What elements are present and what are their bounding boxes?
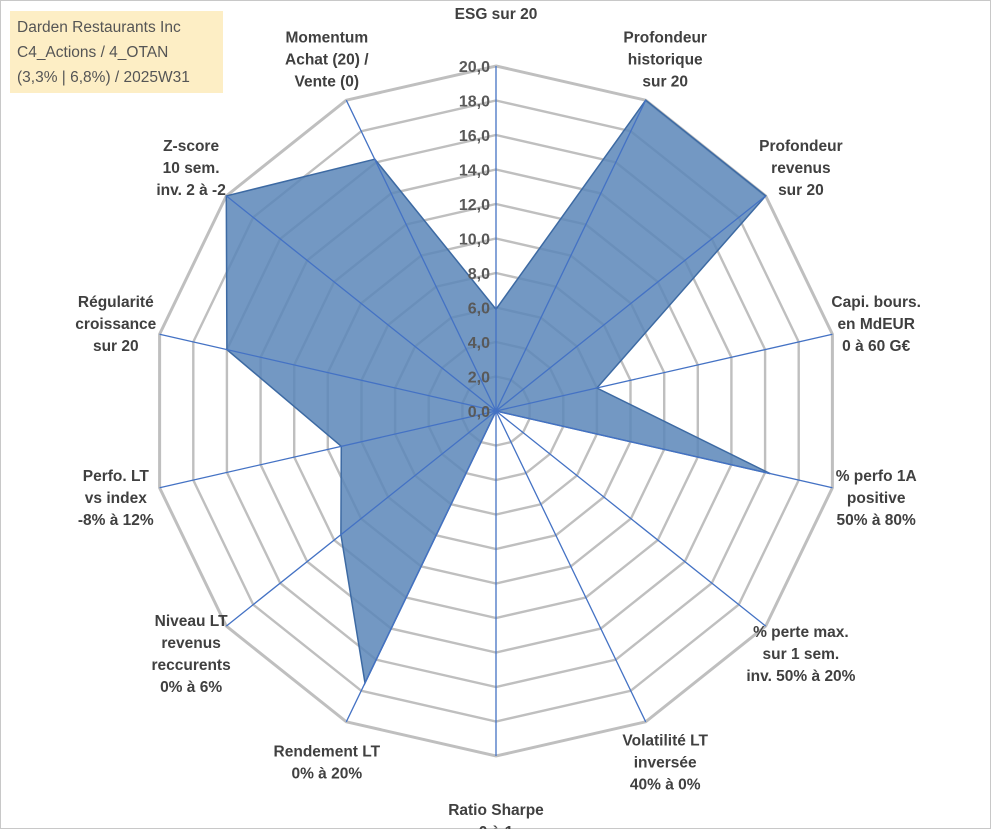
spoke-11 xyxy=(159,333,497,412)
axis-label-10-line-0: Perfo. LT xyxy=(83,468,150,485)
series-area xyxy=(225,99,771,686)
spoke-12 xyxy=(225,195,497,412)
axis-label-12: Z-score 10 sem. inv. 2 à -2 xyxy=(156,138,226,199)
axis-label-9-line-2: reccurents xyxy=(151,657,230,674)
axis-label-12-line-0: Z-score xyxy=(163,138,219,155)
axis-label-3-line-1: en MdEUR xyxy=(837,316,915,333)
axis-label-2: Profondeur revenus sur 20 xyxy=(759,138,843,199)
axis-label-0-line-0: Note xyxy=(479,0,514,1)
axis-label-3-line-0: Capi. bours. xyxy=(831,294,921,311)
axis-label-9: Niveau LT revenus reccurents 0% à 6% xyxy=(151,613,230,696)
axis-label-11: Régularité croissance sur 20 xyxy=(75,294,156,355)
spoke-9 xyxy=(225,410,497,627)
axis-label-10-line-1: vs index xyxy=(85,490,147,507)
chart-title-line-3: (3,3% | 6,8%) / 2025W31 xyxy=(17,69,190,86)
axis-label-5-line-1: sur 1 sem. xyxy=(763,646,840,663)
tick-label-7: 14,0 xyxy=(459,163,490,180)
axis-label-2-line-1: revenus xyxy=(771,160,830,177)
axis-label-6: Volatilité LT inversée 40% à 0% xyxy=(622,732,708,793)
axis-label-2-line-0: Profondeur xyxy=(759,138,843,155)
axis-label-12-line-1: 10 sem. xyxy=(163,160,220,177)
axis-label-3-line-2: 0 à 60 G€ xyxy=(842,338,910,355)
spoke-5 xyxy=(495,410,767,627)
axis-label-8-line-0: Rendement LT xyxy=(274,743,381,760)
axis-label-4: % perfo 1A positive 50% à 80% xyxy=(836,468,917,529)
axis-label-9-line-0: Niveau LT xyxy=(155,613,228,630)
axis-label-5-line-2: inv. 50% à 20% xyxy=(746,668,855,685)
axis-label-6-line-0: Volatilité LT xyxy=(622,732,708,749)
spoke-13 xyxy=(345,99,497,412)
axis-label-1-line-1: historique xyxy=(628,52,703,69)
radar-ticks: 0,0 2,0 4,0 6,0 8,0 10,0 12,0 14,0 16,0 18,0 20,0 xyxy=(459,59,490,421)
axis-label-1-line-0: Profondeur xyxy=(623,30,707,47)
spoke-1 xyxy=(495,99,647,412)
tick-label-0: 0,0 xyxy=(468,404,490,421)
tick-label-1: 2,0 xyxy=(468,370,490,387)
spoke-2 xyxy=(495,195,767,412)
spoke-8 xyxy=(345,410,497,723)
axis-label-9-line-3: 0% à 6% xyxy=(160,679,222,696)
axis-label-1-line-2: sur 20 xyxy=(642,74,688,91)
chart-title-line-1: Darden Restaurants Inc xyxy=(17,19,181,36)
axis-label-4-line-2: 50% à 80% xyxy=(837,512,916,529)
chart-title-box: Darden Restaurants Inc C4_Actions / 4_OT… xyxy=(10,11,223,93)
axis-label-11-line-2: sur 20 xyxy=(93,338,139,355)
axis-label-7-line-0: Ratio Sharpe xyxy=(448,802,544,819)
axis-label-13-line-1: Achat (20) / xyxy=(285,52,369,69)
radar-spokes xyxy=(159,66,833,756)
tick-label-2: 4,0 xyxy=(468,335,490,352)
axis-label-9-line-1: revenus xyxy=(161,635,220,652)
axis-label-7: Ratio Sharpe 0 à 1 xyxy=(448,802,544,829)
spoke-6 xyxy=(495,410,647,723)
axis-label-11-line-1: croissance xyxy=(75,316,156,333)
axis-label-11-line-0: Régularité xyxy=(78,294,154,311)
axis-label-8-line-1: 0% à 20% xyxy=(291,765,362,782)
tick-label-6: 12,0 xyxy=(459,197,490,214)
axis-label-0-line-1: ESG sur 20 xyxy=(455,6,538,23)
tick-label-3: 6,0 xyxy=(468,301,490,318)
radar-axis-labels: Note ESG sur 20 Profondeur historique sur 20… xyxy=(75,0,921,829)
radar-series xyxy=(225,99,771,686)
spoke-4 xyxy=(495,410,833,489)
axis-label-10: Perfo. LT vs index -8% à 12% xyxy=(78,468,154,529)
axis-label-5: % perte max. sur 1 sem. inv. 50% à 20% xyxy=(746,624,855,685)
axis-label-6-line-2: 40% à 0% xyxy=(630,776,701,793)
spoke-10 xyxy=(159,410,497,489)
tick-label-4: 8,0 xyxy=(468,266,490,283)
chart-title-line-2: C4_Actions / 4_OTAN xyxy=(17,44,169,61)
axis-label-13-line-0: Momentum xyxy=(285,30,368,47)
spoke-3 xyxy=(495,333,833,412)
axis-label-3: Capi. bours. en MdEUR 0 à 60 G€ xyxy=(831,294,921,355)
tick-label-5: 10,0 xyxy=(459,232,490,249)
axis-label-1: Profondeur historique sur 20 xyxy=(623,30,707,91)
axis-label-4-line-1: positive xyxy=(847,490,906,507)
axis-label-12-line-2: inv. 2 à -2 xyxy=(156,182,226,199)
tick-label-10: 20,0 xyxy=(459,59,490,76)
axis-label-13-line-2: Vente (0) xyxy=(294,74,359,91)
axis-label-7-line-1: 0 à 1 xyxy=(479,824,514,829)
axis-label-2-line-2: sur 20 xyxy=(778,182,824,199)
axis-label-0: Note ESG sur 20 xyxy=(455,0,538,23)
axis-label-8: Rendement LT 0% à 20% xyxy=(274,743,381,782)
axis-label-6-line-1: inversée xyxy=(634,754,697,771)
axis-label-10-line-2: -8% à 12% xyxy=(78,512,154,529)
tick-label-9: 18,0 xyxy=(459,94,490,111)
axis-label-5-line-0: % perte max. xyxy=(753,624,849,641)
tick-label-8: 16,0 xyxy=(459,128,490,145)
axis-label-13: Momentum Achat (20) / Vente (0) xyxy=(285,30,369,91)
axis-label-4-line-0: % perfo 1A xyxy=(836,468,917,485)
